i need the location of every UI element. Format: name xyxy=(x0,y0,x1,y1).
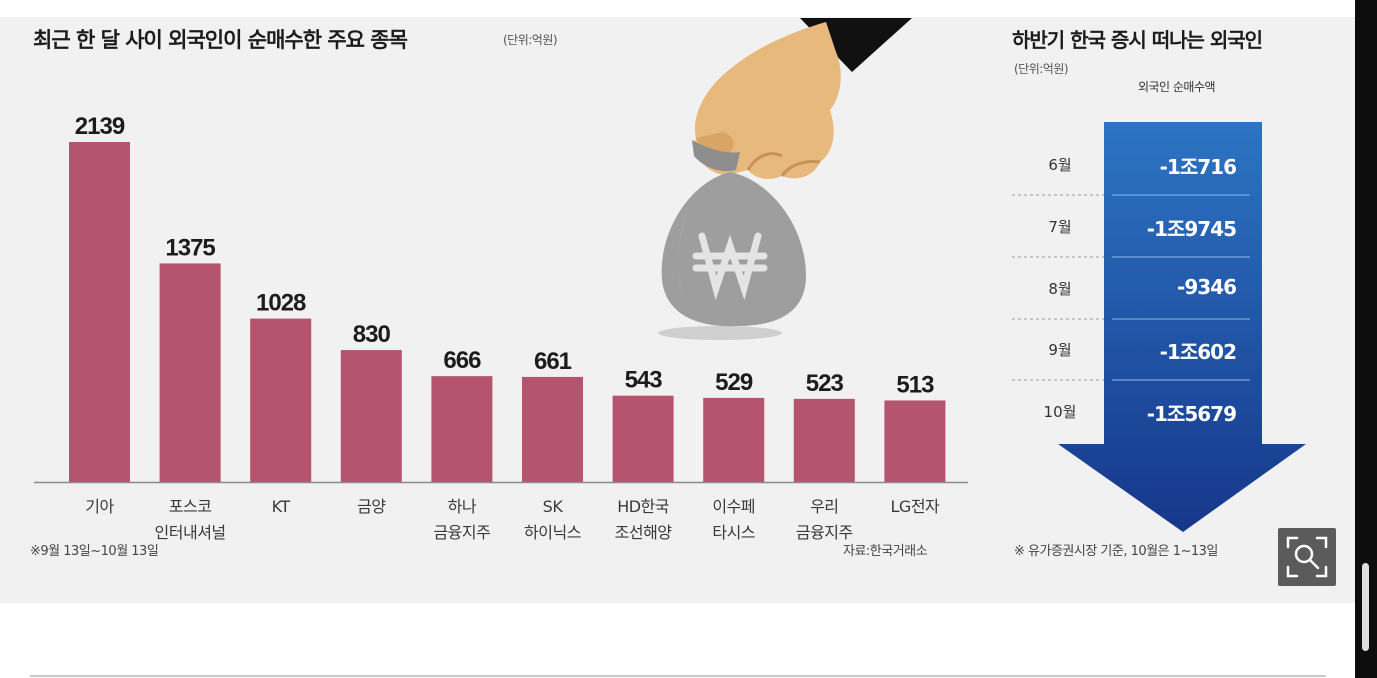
bar xyxy=(431,376,493,482)
category-label: 금양 xyxy=(357,497,386,516)
bar-value-label: 523 xyxy=(806,370,844,397)
side-unit: (단위:억원) xyxy=(1014,62,1069,76)
chart-title: 최근 한 달 사이 외국인이 순매수한 주요 종목 xyxy=(33,28,408,52)
month-label: 6월 xyxy=(1048,156,1072,174)
zoom-button[interactable] xyxy=(1278,528,1336,586)
finger-crease-2 xyxy=(780,160,821,177)
zoom-icon xyxy=(1286,536,1328,578)
category-label: SK xyxy=(543,497,564,516)
month-value: -1조9745 xyxy=(1146,217,1237,241)
month-label: 9월 xyxy=(1048,341,1072,359)
bar xyxy=(703,397,765,482)
side-note: ※ 유가증권시장 기준, 10월은 1~13일 xyxy=(1014,544,1218,559)
bar-value-label: 2139 xyxy=(75,113,125,140)
month-label: 8월 xyxy=(1048,280,1072,298)
column-header: 외국인 순매수액 xyxy=(1137,80,1216,94)
bar-value-label: 830 xyxy=(353,321,391,348)
category-label: LG전자 xyxy=(891,497,941,516)
chart-unit: (단위:억원) xyxy=(503,33,558,47)
money-bag-illustration xyxy=(658,18,912,340)
bag-neck xyxy=(692,140,740,172)
chart-note: ※9월 13일~10월 13일 xyxy=(30,544,159,559)
bar-value-label: 543 xyxy=(625,367,663,394)
bar-value-label: 529 xyxy=(715,369,753,396)
category-label: 금융지주 xyxy=(433,523,490,542)
bar xyxy=(522,376,583,482)
content-divider xyxy=(30,675,1326,677)
month-value: -1조5679 xyxy=(1146,402,1237,426)
bar-value-label: 661 xyxy=(534,348,572,375)
side-title: 하반기 한국 증시 떠나는 외국인 xyxy=(1012,28,1263,52)
bar-value-label: 666 xyxy=(443,347,481,374)
scrollbar-thumb[interactable] xyxy=(1362,563,1369,651)
bar xyxy=(612,395,674,482)
bar xyxy=(159,263,221,482)
category-label: 조선해양 xyxy=(615,523,673,542)
outflow-arrow xyxy=(1012,122,1306,532)
category-label: KT xyxy=(272,497,291,516)
month-value: -1조716 xyxy=(1159,155,1237,179)
bar-value-label: 513 xyxy=(896,371,934,398)
category-label: 포스코 xyxy=(169,497,212,516)
category-label: 인터내셔널 xyxy=(155,523,226,542)
month-label: 10월 xyxy=(1043,403,1077,421)
category-label: 하나 xyxy=(448,497,477,516)
category-label: HD한국 xyxy=(617,497,669,516)
bar xyxy=(69,142,130,482)
bar xyxy=(340,350,402,482)
window-edge xyxy=(1355,0,1377,678)
bar-value-label: 1375 xyxy=(165,234,215,261)
arrow-shape xyxy=(1058,122,1306,532)
category-label: 금융지주 xyxy=(796,523,853,542)
bar-value-label: 1028 xyxy=(256,290,306,317)
category-label: 기아 xyxy=(85,497,114,516)
category-label: 이수페 xyxy=(712,497,755,516)
chart-source: 자료:한국거래소 xyxy=(843,544,928,559)
category-label: 타시스 xyxy=(712,523,755,542)
bar xyxy=(793,398,855,482)
bar xyxy=(884,400,946,482)
month-label: 7월 xyxy=(1048,218,1072,236)
category-label: 우리 xyxy=(810,497,838,516)
category-label: 하이닉스 xyxy=(524,523,581,542)
finger-crease-1 xyxy=(746,152,783,171)
bar xyxy=(250,318,312,482)
month-value: -1조602 xyxy=(1159,340,1237,364)
won-sign xyxy=(692,232,768,301)
row-dividers-inner xyxy=(1112,194,1250,381)
month-value: -9346 xyxy=(1177,275,1237,299)
bag-shadow xyxy=(658,326,782,340)
